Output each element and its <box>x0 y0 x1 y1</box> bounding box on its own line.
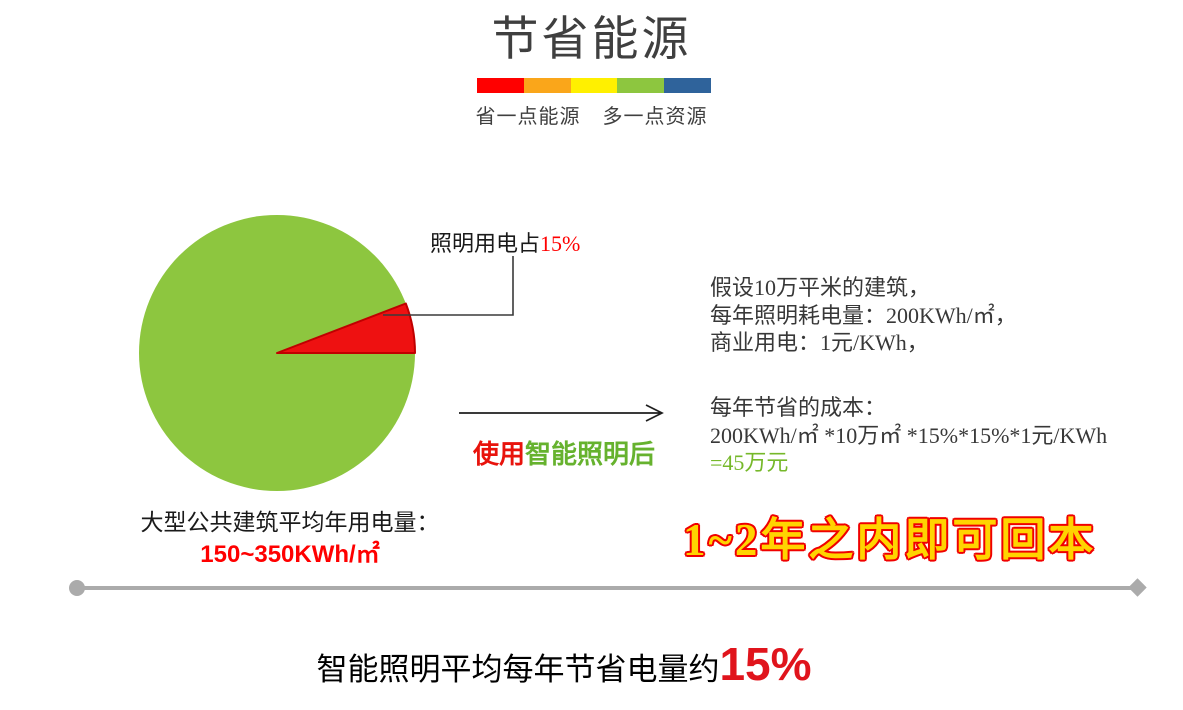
slogan: 省一点能源 多一点资源 <box>0 100 1183 129</box>
pie-annotation-value: 15% <box>540 231 581 256</box>
transition-arrow <box>459 404 664 422</box>
savings-line2: 200KWh/㎡ *10万㎡ *15%*15%*1元/KWh <box>710 422 1108 448</box>
page-title: 节省能源 <box>491 12 692 65</box>
transition-label-smart: 智能照明后 <box>525 440 656 469</box>
savings-line1: 每年节省的成本： <box>710 395 887 420</box>
footer-value: 15% <box>719 638 812 690</box>
transition-label-use: 使用 <box>473 440 526 469</box>
pie-caption-line2: 150~350KWh/㎡ <box>200 540 380 568</box>
pie-chart <box>139 215 416 491</box>
pie-caption-line1: 大型公共建筑平均年用电量： <box>140 510 440 535</box>
transition-label: 使用智能照明后 <box>473 434 655 471</box>
divider-diamond <box>1128 578 1147 597</box>
divider-dot <box>69 580 85 596</box>
footer-statement: 智能照明平均每年节省电量约15% <box>0 637 1128 691</box>
assumptions-line3: 商业用电：1元/KWh， <box>710 330 929 355</box>
savings-text: 每年节省的成本： 200KWh/㎡ *10万㎡ *15%*15%*1元/KWh … <box>710 394 1107 477</box>
payback-wordart: 1~2年之内即可回本 <box>683 515 1097 565</box>
savings-result: =45万元 <box>710 450 789 475</box>
bar-segment-red <box>477 78 524 93</box>
assumptions-line2: 每年照明耗电量：200KWh/㎡， <box>710 302 1017 328</box>
energy-gradient-bar <box>477 78 711 93</box>
assumptions-line1: 假设10万平米的建筑， <box>710 275 931 300</box>
slogan-left: 省一点能源 <box>475 106 581 128</box>
footer-text: 智能照明平均每年节省电量约 <box>316 652 720 687</box>
pie-annotation: 照明用电占15% <box>430 226 580 258</box>
bar-segment-blue <box>664 78 711 93</box>
bar-segment-yellow <box>570 78 618 93</box>
slogan-right: 多一点资源 <box>602 106 708 128</box>
bar-segment-green <box>617 78 665 93</box>
pie-caption: 大型公共建筑平均年用电量： 150~350KWh/㎡ <box>125 509 455 570</box>
divider-line <box>77 586 1138 590</box>
assumptions-text: 假设10万平米的建筑， 每年照明耗电量：200KWh/㎡， 商业用电：1元/KW… <box>710 274 1017 357</box>
pie-annotation-text: 照明用电占 <box>430 231 541 256</box>
bar-segment-orange <box>523 78 571 93</box>
